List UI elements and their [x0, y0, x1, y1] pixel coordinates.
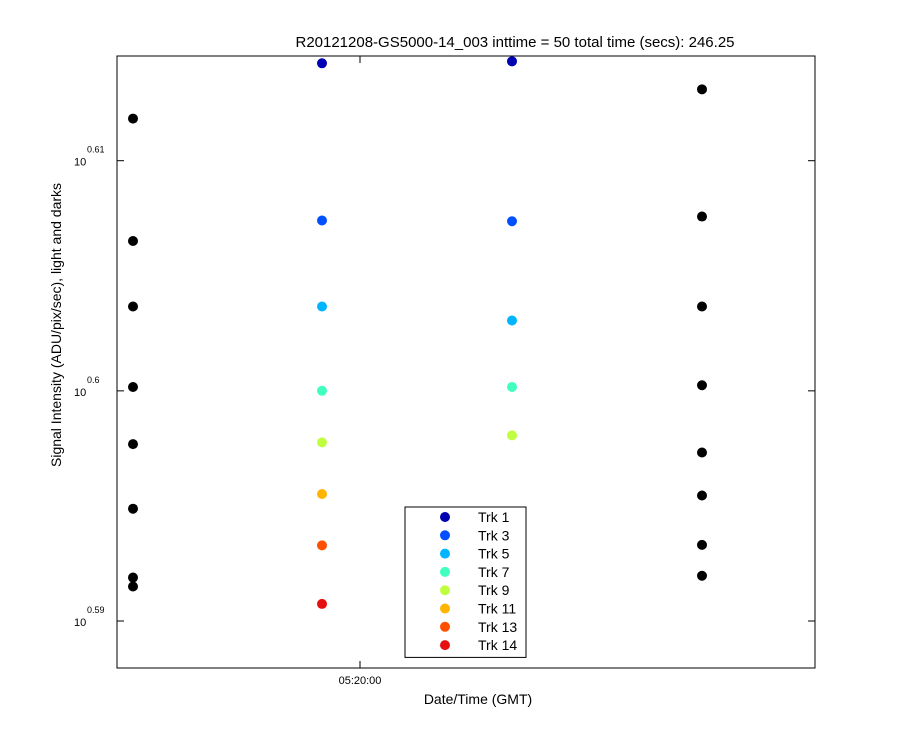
legend-label: Trk 13 [478, 619, 517, 635]
y-tick-label: 10 [74, 157, 86, 169]
data-point [317, 540, 327, 551]
legend-label: Trk 1 [478, 509, 510, 525]
dark-point [697, 570, 707, 581]
data-point [507, 56, 517, 67]
dark-point [128, 382, 138, 393]
dark-point [128, 439, 138, 450]
dark-point [128, 572, 138, 583]
legend-marker [440, 512, 450, 522]
y-tick-label: 10 [74, 387, 86, 399]
data-point [507, 430, 517, 441]
legend-marker [440, 603, 450, 614]
data-point [507, 216, 517, 227]
x-axis-label: Date/Time (GMT) [424, 691, 532, 707]
dark-point [697, 490, 707, 501]
dark-point [128, 301, 138, 312]
legend-marker [440, 530, 450, 541]
data-point [317, 215, 327, 226]
legend-marker [440, 566, 450, 577]
y-tick-label: 10 [74, 617, 86, 629]
data-point [317, 301, 327, 312]
data-point [317, 58, 327, 69]
legend-label: Trk 9 [478, 582, 510, 598]
data-point [317, 385, 327, 396]
y-axis-label: Signal Intensity (ADU/pix/sec), light an… [48, 183, 64, 467]
dark-point [128, 503, 138, 514]
dark-point [697, 84, 707, 95]
legend-label: Trk 5 [478, 546, 510, 562]
data-marks [128, 56, 707, 609]
data-point [317, 488, 327, 499]
legend-label: Trk 14 [478, 637, 517, 653]
chart-title: R20121208-GS5000-14_003 inttime = 50 tot… [295, 34, 734, 51]
data-point [507, 315, 517, 326]
legend-label: Trk 7 [478, 564, 510, 580]
dark-point [697, 211, 707, 222]
y-tick-exponent: 0.61 [87, 145, 105, 155]
legend-label: Trk 11 [478, 601, 516, 617]
dark-point [697, 301, 707, 312]
y-tick-exponent: 0.59 [87, 605, 105, 615]
legend-box [404, 506, 527, 658]
legend-label: Trk 3 [478, 527, 510, 543]
dark-point [697, 539, 707, 550]
x-tick-label: 05:20:00 [339, 675, 382, 687]
data-point [317, 437, 327, 448]
y-tick-exponent: 0.6 [87, 375, 100, 385]
legend-marker [440, 585, 450, 596]
dark-point [697, 380, 707, 391]
data-point [507, 382, 517, 393]
dark-point [697, 447, 707, 458]
dark-point [128, 236, 138, 247]
legend-marker [440, 548, 450, 559]
dark-point [128, 113, 138, 124]
legend: Trk 1 Trk 3 Trk 5 Trk 7 Trk 9 Trk 11 Trk 13 Trk… [404, 506, 527, 658]
legend-marker [440, 640, 450, 651]
data-point [317, 598, 327, 609]
legend-marker [440, 621, 450, 632]
dark-point [128, 581, 138, 592]
